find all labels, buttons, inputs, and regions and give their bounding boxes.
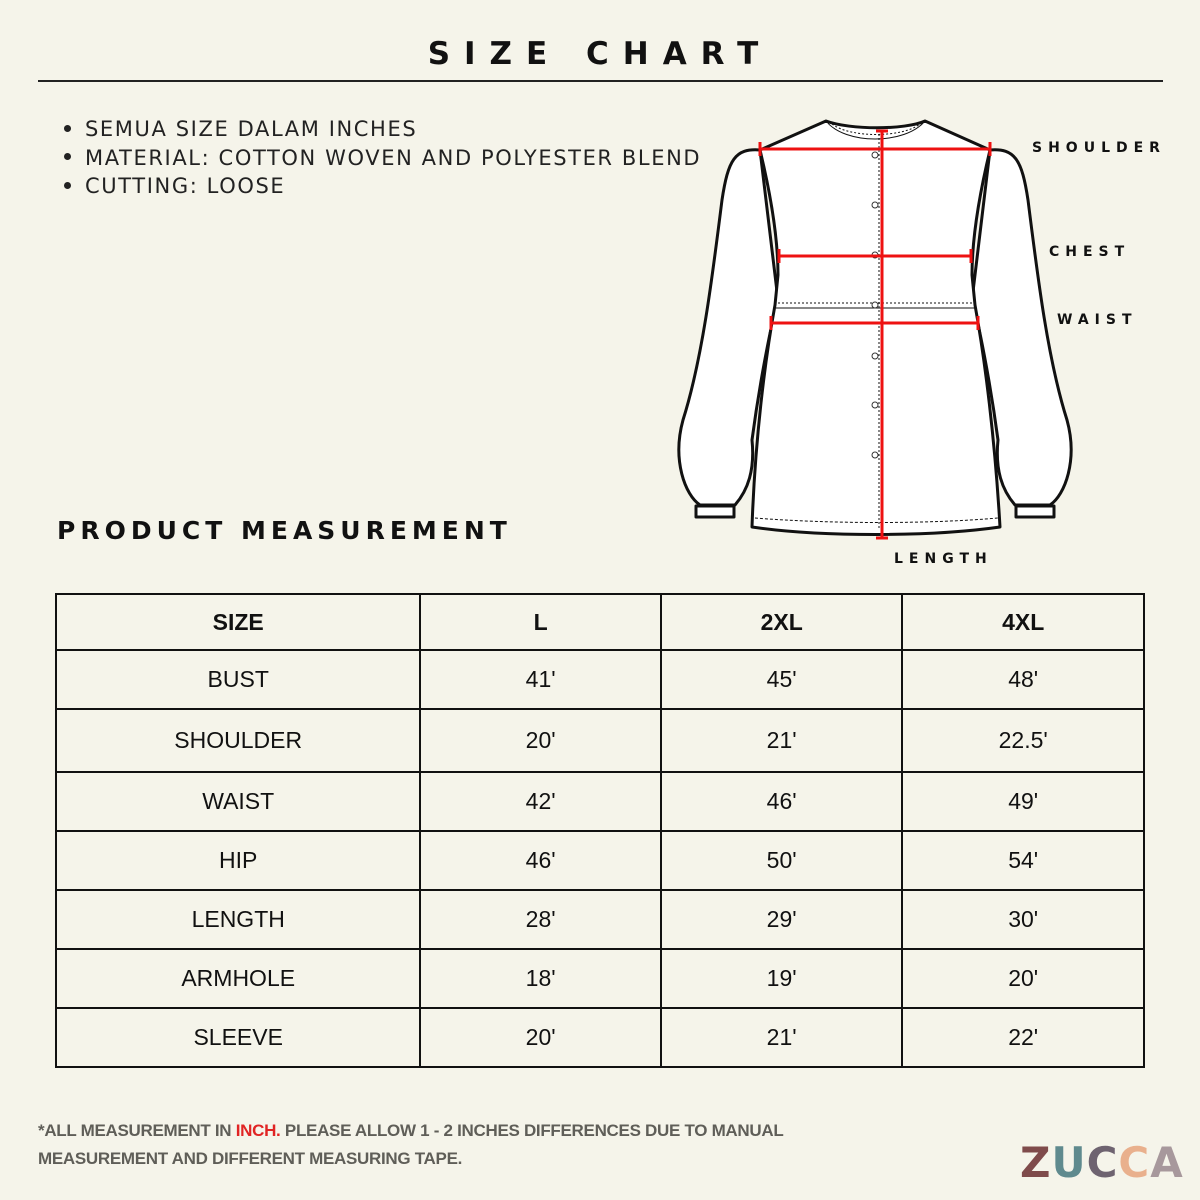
page-title: SIZE CHART: [427, 36, 773, 72]
cell: 20': [419, 1007, 662, 1068]
cell: HIP: [54, 830, 422, 891]
note-item: MATERIAL: COTTON WOVEN AND POLYESTER BLE…: [64, 144, 701, 173]
cell: SHOULDER: [54, 708, 422, 773]
cell: 28': [419, 889, 662, 950]
label-length: LENGTH: [894, 551, 993, 567]
table-row: BUST 41' 45' 48': [54, 649, 1145, 710]
garment-diagram: [677, 119, 1073, 540]
cell: 54': [901, 830, 1145, 891]
footer-note: *ALL MEASUREMENT IN INCH. PLEASE ALLOW 1…: [38, 1117, 838, 1173]
cell: 20': [419, 708, 662, 773]
header-cell: 2XL: [659, 593, 904, 651]
footer-highlight: INCH.: [235, 1121, 281, 1140]
logo-letter: C: [1086, 1138, 1119, 1187]
logo-letter: Z: [1020, 1138, 1052, 1187]
cell: 21': [659, 708, 904, 773]
notes-list: SEMUA SIZE DALAM INCHES MATERIAL: COTTON…: [64, 115, 701, 201]
cell: 48': [901, 649, 1145, 710]
brand-logo: ZUCCA: [1020, 1138, 1184, 1187]
table-row: LENGTH 28' 29' 30': [54, 889, 1145, 950]
cell: 22': [901, 1007, 1145, 1068]
label-chest: CHEST: [1049, 244, 1131, 260]
table-row: SLEEVE 20' 21' 22': [54, 1007, 1145, 1068]
section-title: PRODUCT MEASUREMENT: [57, 516, 512, 545]
note-item: SEMUA SIZE DALAM INCHES: [64, 115, 701, 144]
table-row: ARMHOLE 18' 19' 20': [54, 948, 1145, 1009]
cell: 45': [659, 649, 904, 710]
cell: LENGTH: [54, 889, 422, 950]
header-cell: SIZE: [54, 593, 422, 651]
blouse-illustration: [677, 119, 1073, 536]
footer-prefix: *ALL MEASUREMENT IN: [38, 1121, 236, 1140]
cell: SLEEVE: [54, 1007, 422, 1068]
cell: 22.5': [901, 708, 1145, 773]
cell: 29': [659, 889, 904, 950]
size-table: SIZE L 2XL 4XL BUST 41' 45' 48' SHOULDER 20'…: [54, 593, 1145, 1068]
cell: WAIST: [54, 771, 422, 832]
cell: 46': [659, 771, 904, 832]
header-cell: 4XL: [901, 593, 1145, 651]
cell: 20': [901, 948, 1145, 1009]
logo-letter: U: [1051, 1138, 1087, 1187]
cell: 21': [659, 1007, 904, 1068]
label-shoulder: SHOULDER: [1032, 140, 1166, 156]
table-row: HIP 46' 50' 54': [54, 830, 1145, 891]
cell: 30': [901, 889, 1145, 950]
label-waist: WAIST: [1057, 312, 1138, 328]
cell: BUST: [54, 649, 422, 710]
cell: 50': [659, 830, 904, 891]
cell: 41': [419, 649, 662, 710]
cell: 46': [419, 830, 662, 891]
garment-details: [754, 120, 999, 530]
title-divider: [38, 80, 1163, 82]
cell: 42': [419, 771, 662, 832]
header-cell: L: [419, 593, 662, 651]
measure-lines: [758, 129, 992, 540]
logo-letter: C: [1118, 1138, 1151, 1187]
table-row: SHOULDER 20' 21' 22.5': [54, 708, 1145, 773]
logo-letter: A: [1150, 1138, 1184, 1187]
cell: 18': [419, 948, 662, 1009]
cell: ARMHOLE: [54, 948, 422, 1009]
note-item: CUTTING: LOOSE: [64, 172, 701, 201]
table-row: WAIST 42' 46' 49': [54, 771, 1145, 832]
footer-rest: PLEASE ALLOW 1 - 2 INCHES DIFFERENCES DU…: [38, 1121, 784, 1168]
cell: 19': [659, 948, 904, 1009]
table-header-row: SIZE L 2XL 4XL: [54, 593, 1145, 651]
cell: 49': [901, 771, 1145, 832]
